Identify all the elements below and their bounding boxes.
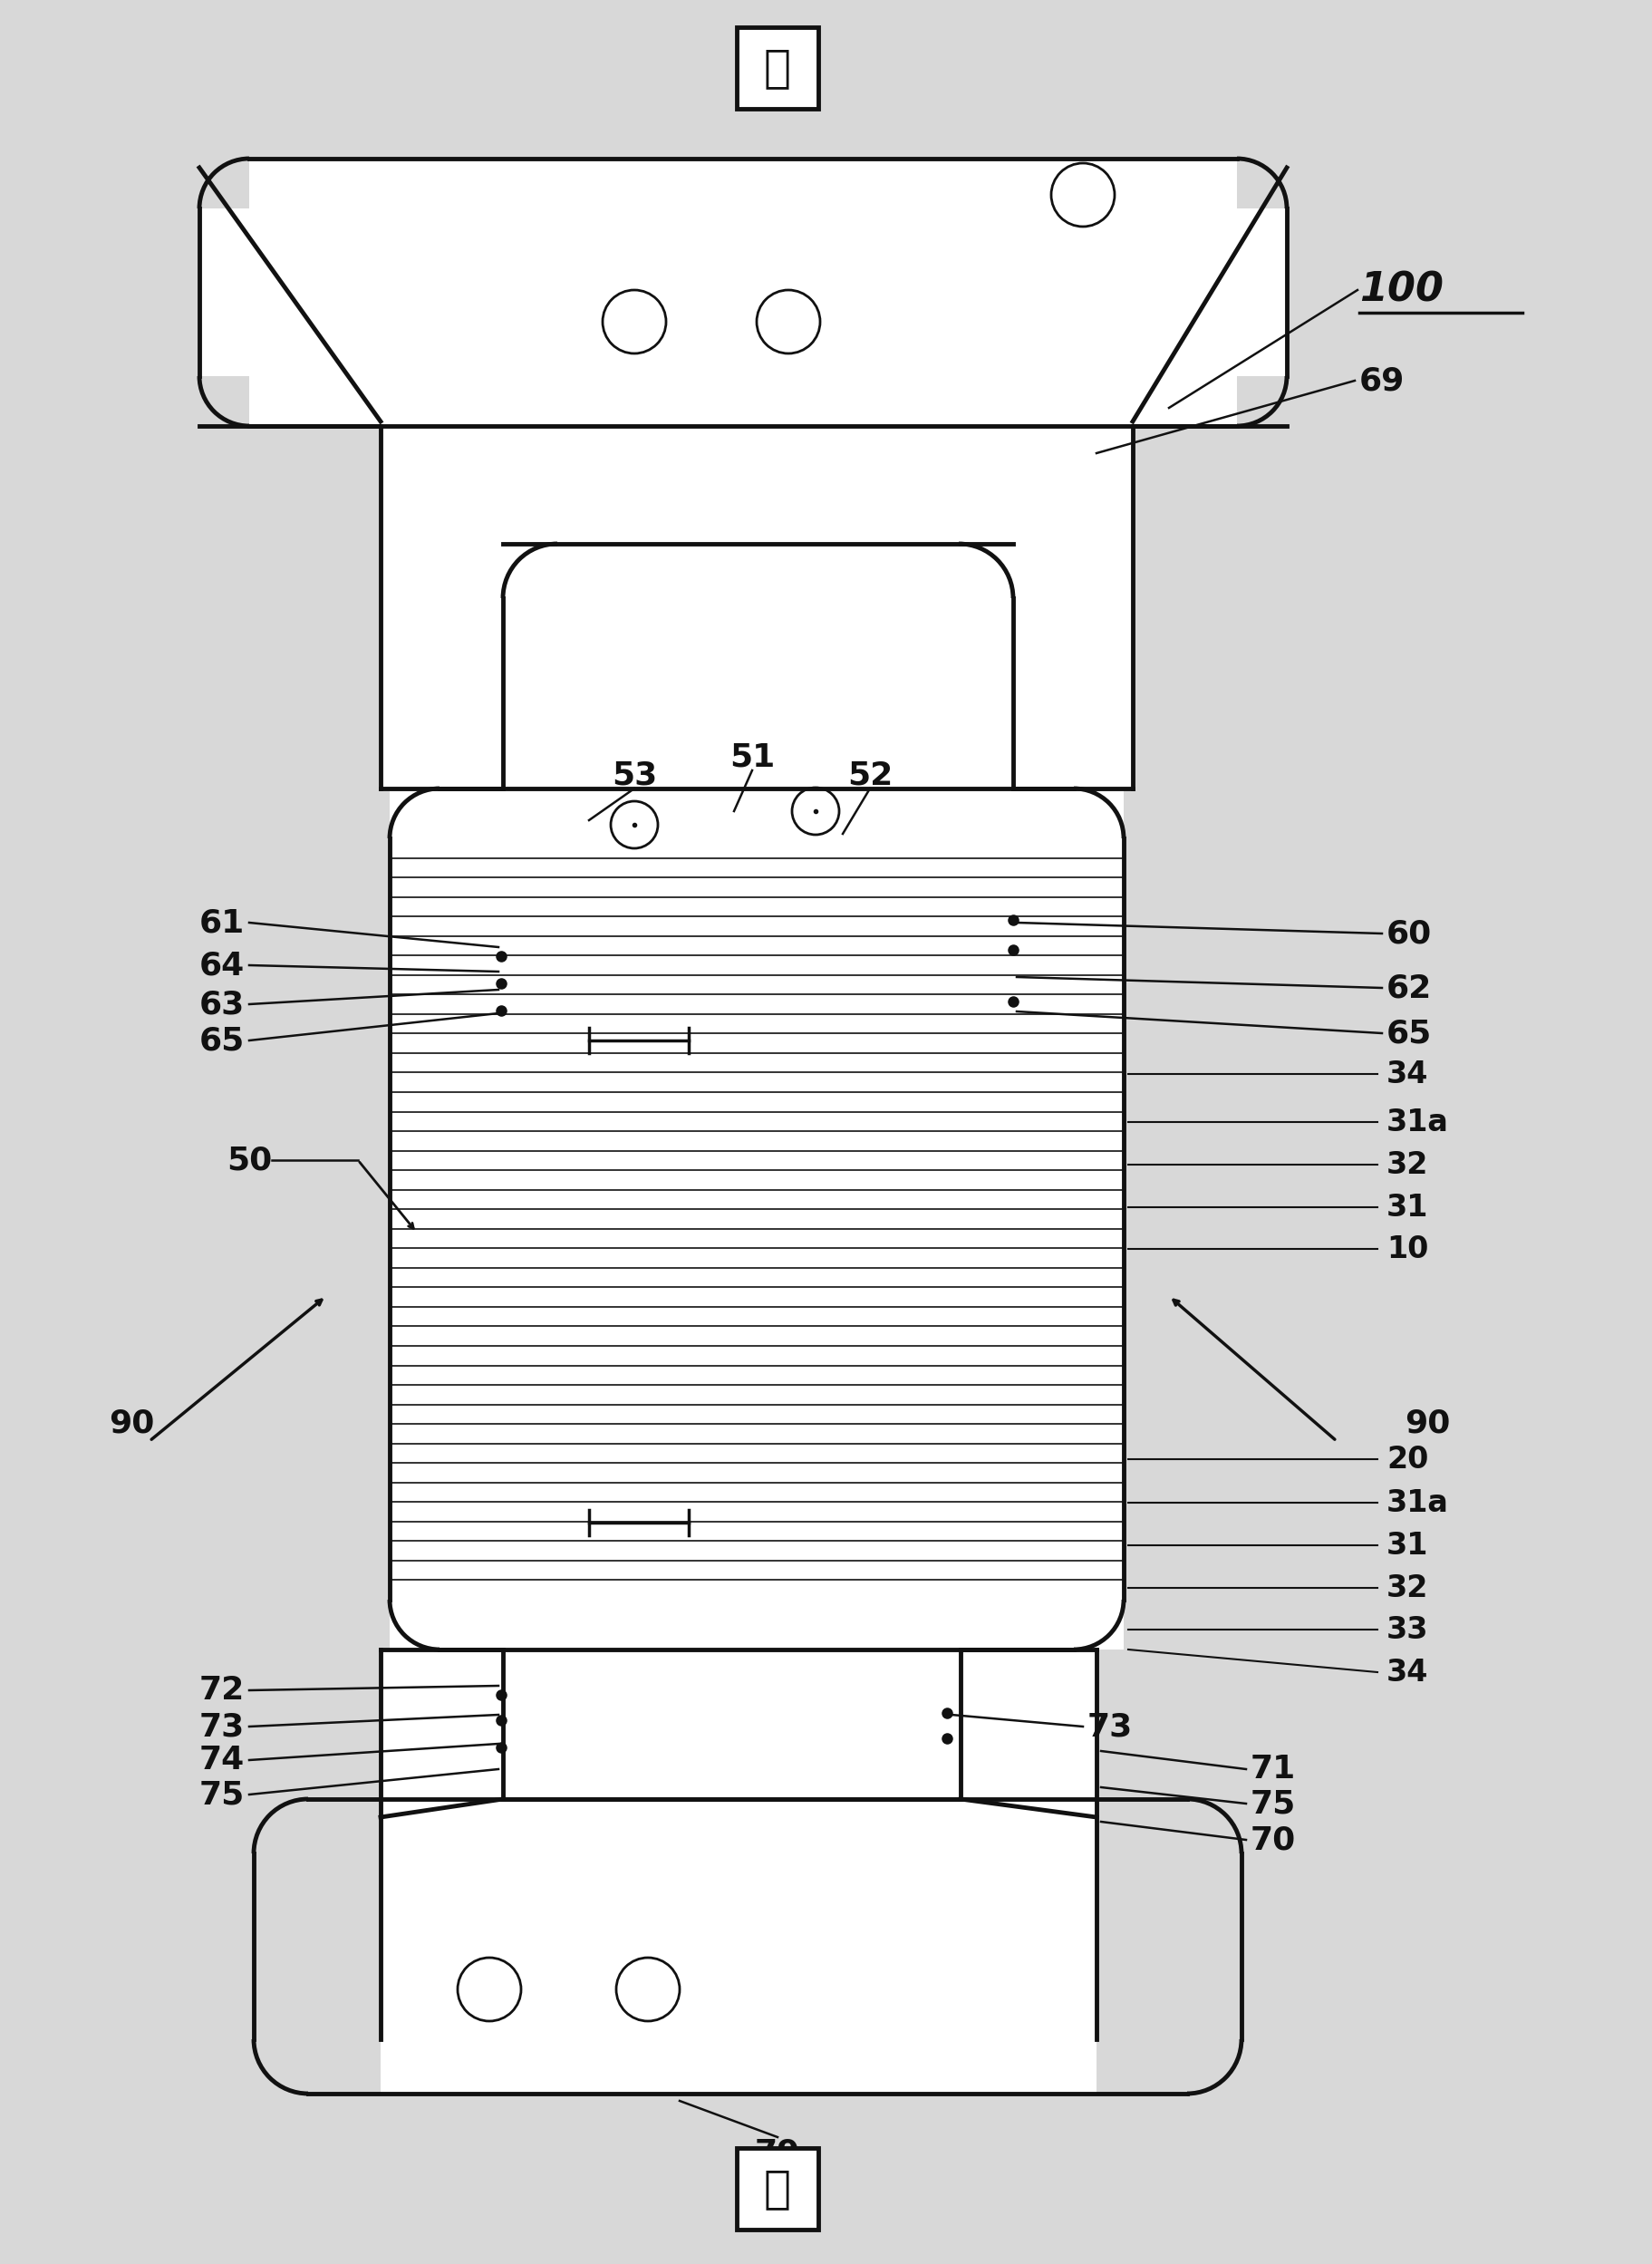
Text: 64: 64	[198, 951, 244, 980]
Text: 62: 62	[1386, 974, 1431, 1003]
FancyBboxPatch shape	[737, 2149, 818, 2230]
FancyBboxPatch shape	[737, 27, 818, 109]
Text: 71: 71	[1251, 1755, 1295, 1784]
Text: 79: 79	[755, 2137, 800, 2169]
Text: 60: 60	[1386, 919, 1431, 949]
Text: 100: 100	[1358, 269, 1442, 310]
Text: 74: 74	[198, 1746, 244, 1775]
Text: 51: 51	[729, 740, 775, 772]
Bar	[200, 208, 1287, 376]
Text: 20: 20	[1386, 1444, 1427, 1474]
Text: 65: 65	[1386, 1019, 1431, 1048]
Text: 90: 90	[109, 1408, 154, 1438]
Text: 31: 31	[1386, 1193, 1427, 1223]
Text: 53: 53	[611, 758, 657, 790]
Text: 63: 63	[198, 989, 244, 1019]
Text: 31: 31	[1386, 1530, 1427, 1560]
Bar	[380, 1650, 1095, 2094]
FancyBboxPatch shape	[249, 158, 1236, 426]
Text: 65: 65	[198, 1026, 244, 1055]
Text: 70: 70	[1251, 1825, 1295, 1854]
Text: 下: 下	[763, 2167, 791, 2210]
Text: 31a: 31a	[1386, 1487, 1449, 1517]
Text: 31a: 31a	[1386, 1107, 1449, 1137]
Text: 73: 73	[1087, 1712, 1132, 1741]
Text: 73: 73	[198, 1712, 244, 1741]
Bar	[390, 788, 1123, 1650]
Text: 上: 上	[763, 45, 791, 91]
Text: 72: 72	[198, 1675, 244, 1705]
Text: 32: 32	[1386, 1150, 1427, 1180]
Text: 52: 52	[847, 758, 892, 790]
Bar	[380, 426, 1132, 788]
Text: 50: 50	[226, 1146, 271, 1175]
Text: 75: 75	[1251, 1789, 1295, 1818]
Text: 33: 33	[1386, 1614, 1427, 1644]
Text: 61: 61	[198, 908, 244, 937]
Text: 34: 34	[1386, 1060, 1427, 1089]
Text: 69: 69	[1358, 365, 1404, 396]
Text: 34: 34	[1386, 1657, 1427, 1687]
Text: 90: 90	[1404, 1408, 1449, 1438]
Text: 32: 32	[1386, 1573, 1427, 1603]
Text: 75: 75	[198, 1780, 244, 1809]
Text: 10: 10	[1386, 1234, 1427, 1263]
